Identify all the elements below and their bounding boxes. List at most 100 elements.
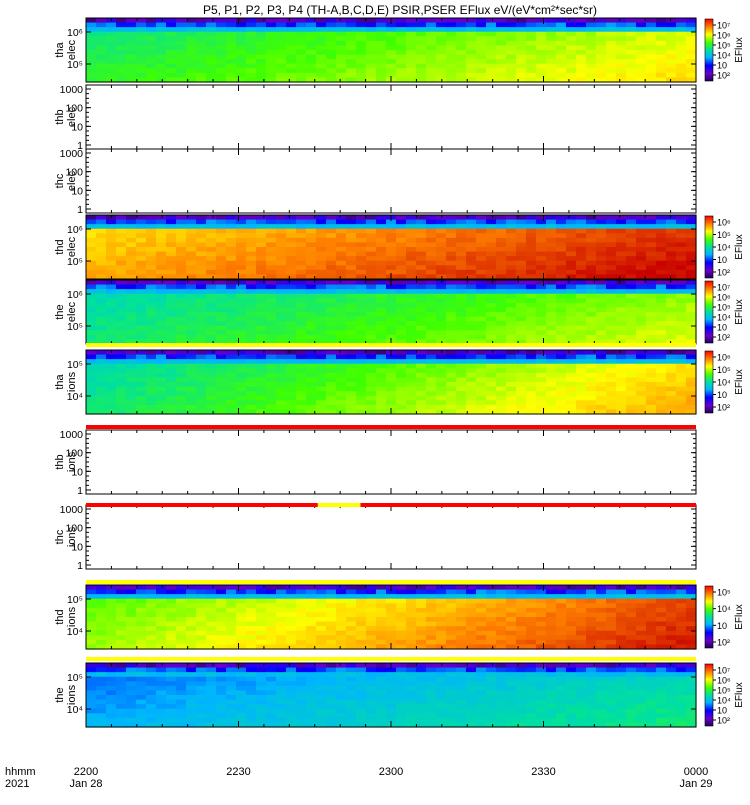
spectrogram-cell	[156, 330, 167, 335]
spectrogram-cell	[456, 270, 467, 275]
spectrogram-cell	[566, 396, 577, 401]
spectrogram-cell	[426, 252, 437, 257]
spectrogram-cell	[636, 73, 647, 78]
spectrogram-cell	[486, 294, 497, 299]
spectrogram-cell	[396, 622, 407, 627]
spectrogram-cell	[226, 261, 237, 266]
spectrogram-cell	[126, 23, 137, 28]
spectrogram-cell	[416, 635, 427, 640]
spectrogram-cell	[496, 45, 507, 50]
spectrogram-cell	[636, 298, 647, 303]
spectrogram-cell	[516, 64, 527, 69]
panel-thd-ions: thdions10⁵10⁴10⁵10⁴10⁳10²EFlux	[54, 585, 745, 650]
spectrogram-cell	[286, 45, 297, 50]
spectrogram-cell	[596, 631, 607, 636]
spectrogram-cell	[486, 373, 497, 378]
spectrogram-cell	[496, 256, 507, 261]
spectrogram-cell	[536, 400, 547, 405]
spectrogram-cell	[626, 73, 637, 78]
spectrogram-cell	[226, 405, 237, 410]
spectrogram-cell	[646, 265, 657, 270]
spectrogram-cell	[256, 599, 267, 604]
spectrogram-cell	[616, 635, 627, 640]
spectrogram-cell	[126, 307, 137, 312]
spectrogram-cell	[296, 298, 307, 303]
spectrogram-cell	[466, 41, 477, 46]
spectrogram-cell	[456, 265, 467, 270]
spectrogram-cell	[496, 387, 507, 392]
spectrogram-cell	[566, 220, 577, 225]
spectrogram-cell	[536, 594, 547, 599]
spectrogram-cell	[266, 335, 277, 340]
spectrogram-cell	[276, 233, 287, 238]
spectrogram-cell	[286, 265, 297, 270]
spectrogram-cell	[266, 215, 277, 220]
spectrogram-cell	[266, 36, 277, 41]
spectrogram-cell	[506, 608, 517, 613]
colorbar-tick-label: 10⁷	[717, 21, 730, 31]
spectrogram-cell	[536, 373, 547, 378]
spectrogram-cell	[456, 321, 467, 326]
spectrogram-cell	[126, 252, 137, 257]
spectrogram-cell	[156, 298, 167, 303]
spectrogram-cell	[266, 631, 277, 636]
spectrogram-cell	[506, 382, 517, 387]
spectrogram-cell	[326, 396, 337, 401]
spectrogram-cell	[286, 307, 297, 312]
spectrogram-cell	[176, 247, 187, 252]
spectrogram-cell	[556, 233, 567, 238]
spectrogram-cell	[606, 242, 617, 247]
spectrogram-cell	[456, 261, 467, 266]
spectrogram-cell	[276, 612, 287, 617]
spectrogram-cell	[196, 285, 207, 290]
spectrogram-cell	[406, 594, 417, 599]
spectrogram-cell	[636, 608, 647, 613]
spectrogram-cell	[306, 55, 317, 60]
spectrogram-cell	[546, 317, 557, 322]
spectrogram-cell	[646, 364, 657, 369]
spectrogram-cell	[516, 594, 527, 599]
spectrogram-cell	[566, 294, 577, 299]
panel-thc-ions: thcions1000100101	[54, 504, 696, 572]
spectrogram-cell	[236, 405, 247, 410]
spectrogram-cell	[256, 368, 267, 373]
spectrogram-cell	[86, 238, 97, 243]
spectrogram-cell	[626, 64, 637, 69]
spectrogram-cell	[656, 368, 667, 373]
spectrogram-cell	[496, 382, 507, 387]
spectrogram-cell	[96, 289, 107, 294]
spectrogram-cell	[366, 391, 377, 396]
spectrogram-cell	[316, 45, 327, 50]
spectrogram-cell	[446, 270, 457, 275]
spectrogram-cell	[326, 612, 337, 617]
spectrogram-cell	[396, 256, 407, 261]
spectrogram-cell	[186, 373, 197, 378]
spectrogram-cell	[596, 27, 607, 32]
spectrogram-cell	[296, 603, 307, 608]
spectrogram-cell	[286, 335, 297, 340]
spectrogram-cell	[586, 350, 597, 355]
spectrogram-cell	[606, 265, 617, 270]
spectrogram-cell	[676, 68, 687, 73]
spectrogram-cell	[276, 23, 287, 28]
spectrogram-cell	[306, 321, 317, 326]
spectrogram-cell	[576, 247, 587, 252]
spectrogram-cell	[296, 23, 307, 28]
spectrogram-cell	[436, 640, 447, 645]
spectrogram-cell	[426, 373, 437, 378]
spectrogram-cell	[346, 36, 357, 41]
spectrogram-cell	[426, 68, 437, 73]
spectrogram-cell	[456, 612, 467, 617]
spectrogram-cell	[226, 312, 237, 317]
spectrogram-cell	[546, 608, 557, 613]
spectrogram-cell	[586, 285, 597, 290]
spectrogram-cell	[596, 247, 607, 252]
spectrogram-cell	[176, 635, 187, 640]
spectrogram-cell	[456, 256, 467, 261]
spectrogram-cell	[286, 270, 297, 275]
spectrogram-cell	[326, 377, 337, 382]
spectrogram-cell	[326, 229, 337, 234]
panel-label-probe: thb	[54, 109, 66, 124]
spectrogram-cell	[156, 45, 167, 50]
y-tick-label: 10	[71, 466, 83, 478]
